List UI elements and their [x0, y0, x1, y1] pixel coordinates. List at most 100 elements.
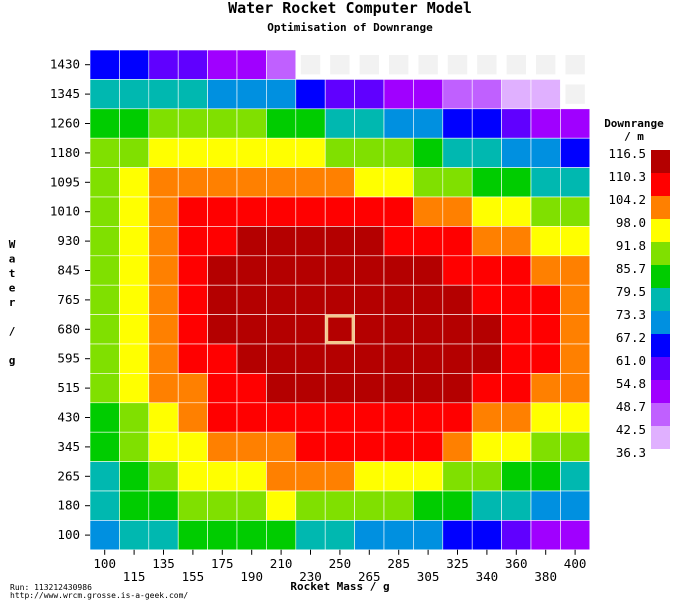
heatmap-cell	[266, 520, 297, 551]
heatmap-cell	[383, 431, 414, 462]
heatmap-cell-empty	[389, 55, 409, 75]
heatmap-cell	[207, 79, 238, 110]
heatmap-cell	[442, 255, 473, 286]
heatmap-cell	[324, 490, 355, 521]
heatmap-cell	[442, 314, 473, 345]
heatmap-cell	[119, 137, 150, 168]
heatmap-cell	[119, 196, 150, 227]
legend-swatch	[651, 357, 670, 380]
heatmap-cell	[207, 461, 238, 492]
heatmap-cell	[501, 520, 532, 551]
heatmap-cell	[295, 255, 326, 286]
heatmap-cell-empty	[447, 55, 468, 75]
heatmap-cell	[119, 255, 150, 286]
x-axis-ticks: 100 115 135 155 175 190 210 230 250 265 285 305 325 3…	[93, 549, 586, 584]
legend-value: 85.7	[616, 261, 646, 276]
heatmap-cell	[383, 373, 414, 404]
y-axis-label-char: e	[9, 282, 16, 295]
heatmap-cell	[383, 520, 414, 551]
heatmap-cell	[119, 490, 150, 521]
heatmap-cell	[89, 284, 120, 315]
heatmap-cell	[560, 255, 591, 286]
heatmap-cell	[295, 520, 326, 551]
y-axis-label: Water / g	[9, 238, 16, 367]
heatmap-cell	[501, 79, 532, 110]
legend-value: 98.0	[616, 215, 646, 230]
heatmap-cell	[89, 343, 120, 374]
chart-subtitle: Optimisation of Downrange	[267, 21, 433, 34]
heatmap-cell	[501, 284, 532, 315]
heatmap-cell	[295, 167, 326, 198]
heatmap-cell	[354, 520, 385, 551]
heatmap-cell	[560, 137, 591, 168]
heatmap-cell	[560, 490, 591, 521]
heatmap-cell	[119, 402, 150, 433]
heatmap-cell	[266, 167, 297, 198]
heatmap-cell	[383, 108, 414, 139]
x-tick-label: 360	[505, 556, 528, 571]
heatmap-cell	[442, 226, 473, 257]
heatmap-cell	[530, 431, 561, 462]
heatmap-cell	[236, 520, 267, 551]
heatmap-cell	[501, 402, 532, 433]
heatmap-cell	[148, 314, 179, 345]
heatmap-cell	[530, 108, 561, 139]
heatmap-cell	[383, 284, 414, 315]
heatmap-cell	[501, 226, 532, 257]
heatmap-cell	[383, 137, 414, 168]
heatmap-cell	[324, 255, 355, 286]
heatmap-cell	[148, 167, 179, 198]
heatmap-cell	[207, 314, 238, 345]
legend-swatch	[651, 380, 670, 403]
heatmap-cell	[119, 314, 150, 345]
heatmap-cell	[324, 461, 355, 492]
heatmap-cell	[501, 343, 532, 374]
heatmap-cell	[324, 314, 355, 345]
heatmap-cell-empty	[330, 55, 350, 75]
heatmap-cell	[501, 314, 532, 345]
heatmap-cell	[501, 490, 532, 521]
y-tick-label: 765	[57, 292, 80, 307]
legend-swatch	[651, 219, 670, 242]
x-tick-label: 230	[299, 569, 322, 584]
x-tick-label: 190	[240, 569, 263, 584]
heatmap-cell	[207, 49, 238, 80]
heatmap-cell	[530, 196, 561, 227]
heatmap-cell	[236, 167, 267, 198]
heatmap-cell	[471, 108, 502, 139]
x-tick-label: 135	[152, 556, 175, 571]
heatmap-cell	[207, 402, 238, 433]
heatmap-cell	[560, 402, 591, 433]
heatmap-cell	[324, 402, 355, 433]
heatmap-cell	[471, 226, 502, 257]
heatmap-cell-empty	[565, 55, 585, 75]
heatmap-cell	[266, 255, 297, 286]
heatmap-cell	[89, 520, 120, 551]
heatmap-cell	[148, 461, 179, 492]
heatmap-cell	[207, 226, 238, 257]
legend-swatch	[651, 265, 670, 288]
heatmap-cell	[295, 284, 326, 315]
heatmap-cell	[442, 490, 473, 521]
heatmap-cell	[177, 284, 208, 315]
heatmap-cell	[148, 284, 179, 315]
heatmap-cell	[383, 167, 414, 198]
heatmap-cell	[324, 79, 355, 110]
heatmap-cell	[413, 255, 444, 286]
heatmap-cell	[324, 373, 355, 404]
heatmap-cell	[295, 196, 326, 227]
heatmap-cell	[295, 226, 326, 257]
y-tick-label: 345	[57, 439, 80, 454]
heatmap-cell	[530, 137, 561, 168]
x-tick-label: 115	[123, 569, 146, 584]
heatmap-cell	[471, 373, 502, 404]
heatmap-cell	[89, 196, 120, 227]
heatmap-cell	[177, 255, 208, 286]
heatmap-cell	[354, 402, 385, 433]
optimum-highlight	[325, 314, 355, 345]
heatmap-cell	[413, 108, 444, 139]
heatmap-cell	[354, 431, 385, 462]
heatmap-cell	[89, 49, 120, 80]
y-tick-label: 1430	[50, 57, 80, 72]
heatmap-cell	[530, 79, 561, 110]
